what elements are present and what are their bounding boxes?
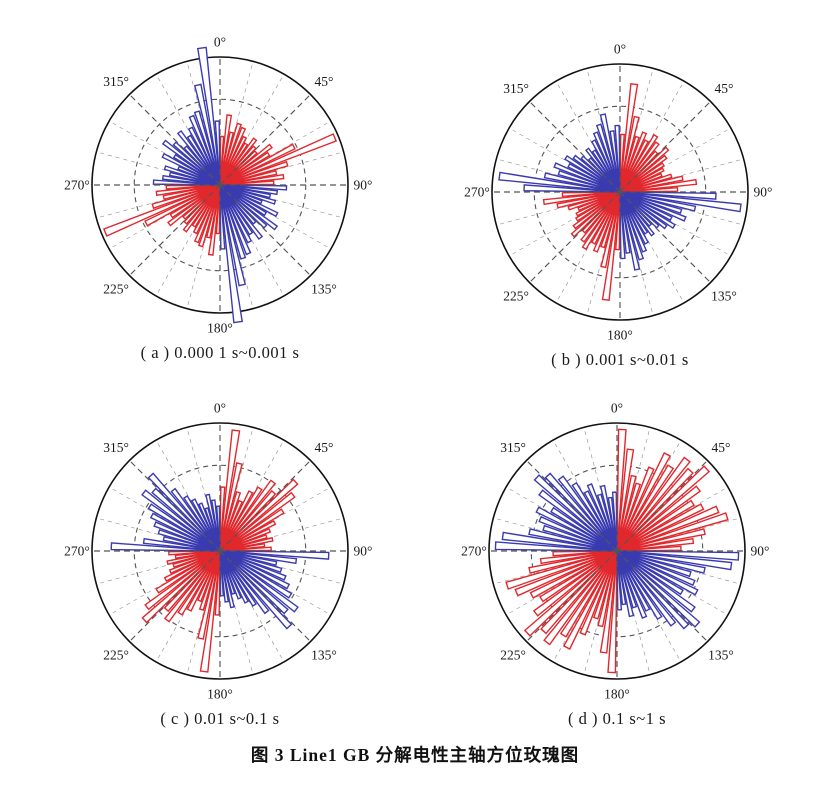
angle-label-90: 90° (751, 544, 770, 559)
angle-label-90: 90° (354, 178, 373, 193)
angle-label-135: 135° (311, 648, 337, 663)
subplot-a: 0° 45° 90° 135° 180° 225° 270° 315° ( a ) 0.000… (55, 33, 385, 363)
angle-label-90: 90° (354, 544, 373, 559)
angle-label-180: 180° (607, 328, 633, 343)
angle-label-315: 315° (103, 74, 129, 89)
angle-label-225: 225° (103, 282, 129, 297)
angle-label-315: 315° (503, 81, 529, 96)
angle-label-270: 270° (64, 544, 90, 559)
angle-label-180: 180° (207, 321, 233, 336)
angle-label-225: 225° (103, 648, 129, 663)
angle-label-90: 90° (754, 185, 773, 200)
angle-label-270: 270° (64, 178, 90, 193)
rose-chart-d: 0° 45° 90° 135° 180° 225° 270° 315° (461, 401, 770, 702)
angle-label-0: 0° (611, 401, 623, 416)
angle-label-135: 135° (708, 648, 734, 663)
subplot-b-caption: ( b ) 0.001 s~0.01 s (551, 350, 689, 369)
angle-label-225: 225° (500, 648, 526, 663)
subplot-c: 0° 45° 90° 135° 180° 225° 270° 315° ( c ) 0.01 … (55, 399, 385, 729)
subplot-b: 0° 45° 90° 135° 180° 225° 270° 315° ( b ) 0.001… (455, 40, 785, 370)
angle-label-315: 315° (500, 440, 526, 455)
angle-label-270: 270° (464, 185, 490, 200)
subplot-a-caption: ( a ) 0.000 1 s~0.001 s (140, 343, 300, 362)
angle-label-135: 135° (311, 282, 337, 297)
figure-title: 图 3 Line1 GB 分解电性主轴方位玫瑰图 (250, 745, 580, 765)
angle-label-270: 270° (461, 544, 487, 559)
angle-label-45: 45° (314, 74, 333, 89)
rose-chart-b: 0° 45° 90° 135° 180° 225° 270° 315° (464, 42, 773, 343)
angle-label-0: 0° (214, 401, 226, 416)
angle-label-0: 0° (614, 42, 626, 57)
rose-chart-a: 0° 45° 90° 135° 180° 225° 270° 315° (64, 35, 373, 336)
angle-label-45: 45° (714, 81, 733, 96)
subplot-d: 0° 45° 90° 135° 180° 225° 270° 315° ( d ) 0.1 s… (452, 399, 782, 729)
subplot-c-caption: ( c ) 0.01 s~0.1 s (160, 709, 280, 728)
angle-label-180: 180° (207, 687, 233, 702)
angle-label-135: 135° (711, 289, 737, 304)
angle-label-180: 180° (604, 687, 630, 702)
rose-chart-c: 0° 45° 90° 135° 180° 225° 270° 315° (64, 401, 373, 702)
angle-label-0: 0° (214, 35, 226, 50)
subplot-d-caption: ( d ) 0.1 s~1 s (567, 709, 666, 728)
angle-label-45: 45° (711, 440, 730, 455)
angle-label-45: 45° (314, 440, 333, 455)
angle-label-225: 225° (503, 289, 529, 304)
angle-label-315: 315° (103, 440, 129, 455)
